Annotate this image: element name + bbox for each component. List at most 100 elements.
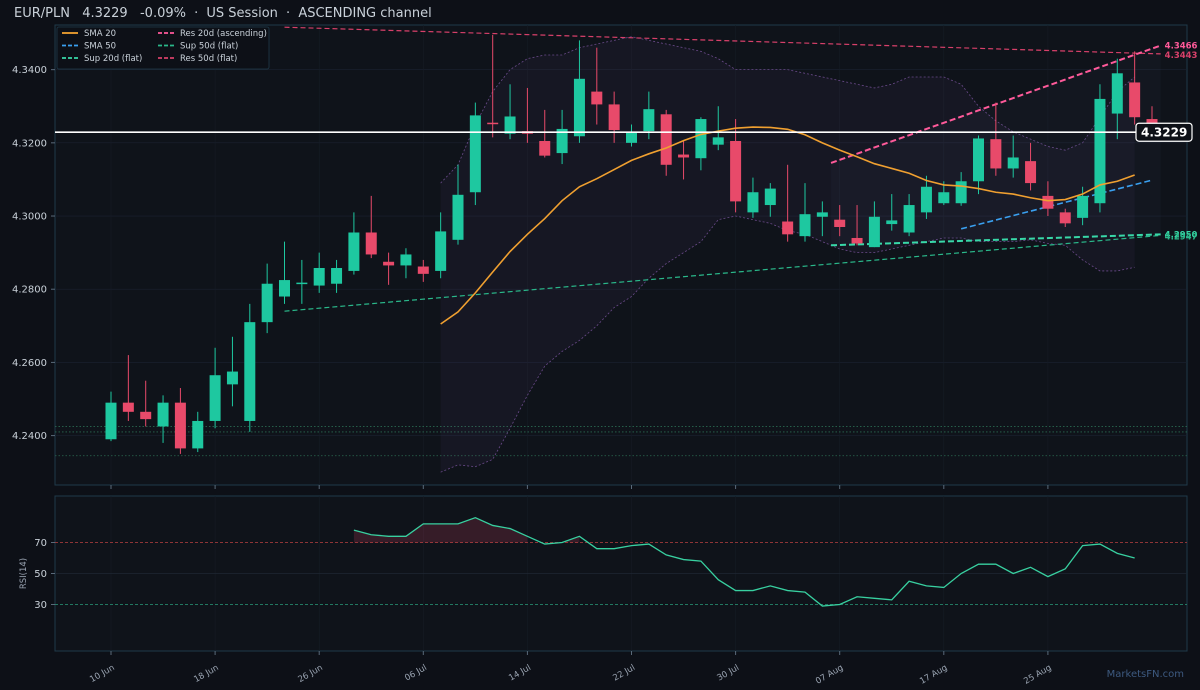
candle-body bbox=[452, 194, 464, 240]
resistance-20d-label: 4.3466 bbox=[1165, 41, 1198, 51]
candle-body bbox=[990, 139, 1002, 169]
candle bbox=[626, 124, 637, 147]
candle-body bbox=[157, 402, 169, 427]
legend-label: Sup 50d (flat) bbox=[180, 42, 238, 52]
candle bbox=[608, 91, 620, 143]
candle bbox=[1007, 135, 1019, 178]
x-tick-label: 17 Aug bbox=[918, 663, 949, 687]
candle-body bbox=[1129, 82, 1141, 118]
candle bbox=[764, 183, 776, 217]
sma50-line bbox=[960, 179, 1153, 230]
rsi-tick-label: 30 bbox=[34, 600, 47, 611]
candle-body bbox=[782, 221, 794, 235]
candle bbox=[730, 119, 742, 213]
candle-body bbox=[816, 212, 828, 217]
support-20d-line bbox=[830, 233, 1161, 247]
candle bbox=[973, 135, 984, 195]
candle bbox=[140, 380, 152, 427]
candle-body bbox=[799, 214, 811, 237]
candle-body bbox=[192, 420, 204, 449]
x-tick-label: 10 Jun bbox=[88, 663, 116, 685]
title-session: US Session bbox=[206, 6, 278, 21]
candle bbox=[747, 177, 759, 218]
candle-body bbox=[1007, 157, 1019, 169]
candle bbox=[1042, 181, 1054, 217]
title-sep: · bbox=[286, 6, 291, 21]
candle-body bbox=[331, 267, 343, 284]
rsi-line bbox=[353, 517, 1135, 607]
candle bbox=[920, 175, 932, 219]
y-tick-label: 4.3000 bbox=[12, 212, 47, 223]
x-tick-label: 07 Aug bbox=[814, 663, 845, 687]
candle bbox=[955, 172, 967, 206]
legend-label: Res 50d (flat) bbox=[180, 54, 237, 64]
resistance-50d-label: 4.3443 bbox=[1165, 51, 1198, 61]
watermark: MarketsFN.com bbox=[1106, 669, 1184, 680]
candle bbox=[417, 259, 429, 282]
bollinger-fill bbox=[440, 36, 1135, 473]
y-tick-label: 4.2400 bbox=[12, 431, 47, 442]
candle-body bbox=[1077, 195, 1089, 218]
x-tick-label: 18 Jun bbox=[192, 663, 220, 685]
candle-body bbox=[851, 237, 863, 244]
candle-body bbox=[712, 137, 724, 145]
candle-body bbox=[539, 141, 551, 156]
candle bbox=[816, 201, 828, 237]
candle bbox=[157, 395, 169, 443]
legend-label: SMA 50 bbox=[84, 42, 116, 52]
price-tag-label: 4.3229 bbox=[1141, 126, 1187, 140]
y-tick-label: 4.2600 bbox=[12, 358, 47, 369]
candle-body bbox=[174, 402, 186, 449]
sma20-line bbox=[440, 126, 1135, 325]
candle-body bbox=[504, 116, 516, 134]
candle-body bbox=[487, 122, 499, 125]
candle-body bbox=[261, 283, 273, 323]
candle bbox=[1077, 186, 1089, 226]
x-tick-label: 22 Jul bbox=[611, 663, 637, 684]
title-change: -0.09% bbox=[139, 6, 186, 21]
candle-body bbox=[591, 91, 603, 105]
candle-body bbox=[678, 154, 690, 158]
candle bbox=[903, 194, 915, 237]
price-panel: 4.2400 4.2600 4.2800 4.3000 4.3200 4.3400 4.32… bbox=[12, 24, 1198, 489]
resistance-50d-line bbox=[284, 26, 1161, 55]
candle-body bbox=[105, 402, 117, 440]
chart-title: EUR/PLN 4.3229 -0.09% · US Session · ASC… bbox=[14, 6, 436, 21]
y-tick-label: 4.3400 bbox=[12, 65, 47, 76]
candle bbox=[400, 248, 412, 279]
candle bbox=[990, 102, 1002, 176]
candle bbox=[851, 205, 863, 246]
candle-body bbox=[209, 375, 221, 421]
candle-body bbox=[868, 216, 880, 248]
candle-body bbox=[643, 109, 655, 132]
candle bbox=[331, 259, 343, 293]
candle bbox=[643, 91, 655, 140]
legend-label: Res 20d (ascending) bbox=[180, 29, 267, 39]
x-tick-label: 06 Jul bbox=[403, 663, 429, 684]
candle-body bbox=[469, 115, 481, 193]
candle-body bbox=[573, 78, 585, 137]
candle-body bbox=[348, 232, 360, 271]
bollinger-upper bbox=[440, 36, 1135, 184]
candle-body bbox=[608, 104, 620, 131]
candle-body bbox=[955, 181, 967, 204]
candle bbox=[469, 102, 481, 206]
candle bbox=[660, 109, 672, 176]
candle-body bbox=[973, 138, 984, 182]
candle bbox=[209, 347, 221, 429]
candle bbox=[834, 205, 846, 237]
candle-body bbox=[747, 192, 759, 213]
candle bbox=[383, 252, 395, 285]
candle bbox=[799, 183, 811, 242]
candle-body bbox=[764, 188, 776, 206]
title-symbol: EUR/PLN bbox=[14, 6, 70, 21]
support-50d-label: 4.2947 bbox=[1165, 232, 1198, 242]
candle-body bbox=[313, 267, 325, 286]
candle bbox=[573, 40, 585, 143]
title-price: 4.3229 bbox=[82, 6, 128, 21]
candle bbox=[244, 303, 256, 432]
candle-body bbox=[383, 261, 395, 266]
rsi-panel: 30 50 70 RSI(14) bbox=[19, 495, 1188, 652]
candle bbox=[712, 106, 724, 151]
x-tick-label: 26 Jun bbox=[296, 663, 324, 685]
